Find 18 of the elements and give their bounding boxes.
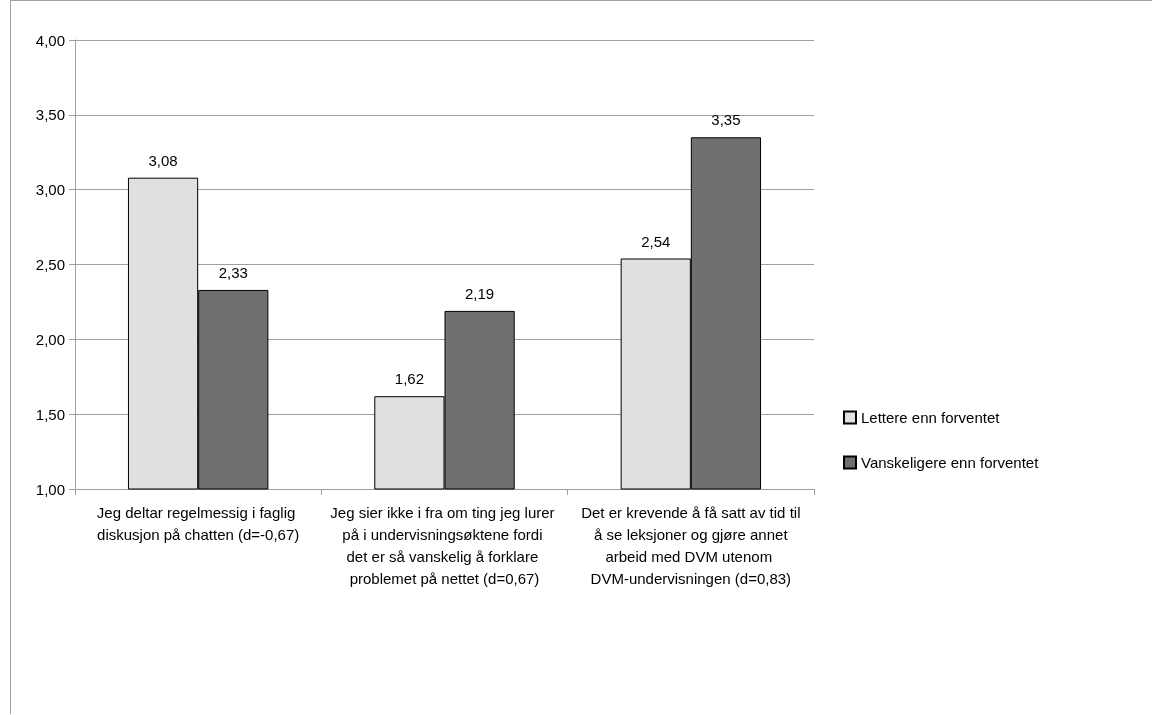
legend-label: Vanskeligere enn forventet <box>861 454 1040 471</box>
x-tick-label: Jeg sier ikke i fra om ting jeg lurer på i undervisningsøktene fordi det er så vanskelig å forklare problemet på nettet (d=0,67) <box>330 503 559 587</box>
data-label: 3,35 <box>711 111 741 129</box>
data-label: 1,62 <box>394 370 424 388</box>
y-tick-label: 3,00 <box>35 181 65 199</box>
y-tick-label: 3,50 <box>35 106 65 124</box>
x-tick-label: Jeg deltar regelmessig i faglig diskusjon på chatten (d=-0,67) <box>96 503 300 543</box>
y-tick-label: 2,50 <box>35 256 65 273</box>
data-label: 2,54 <box>641 232 671 250</box>
y-tick-label: 4,00 <box>35 31 65 49</box>
data-label: 2,33 <box>218 263 248 281</box>
legend-label: Lettere enn forventet <box>861 409 1001 426</box>
y-tick-label: 1,00 <box>35 480 65 498</box>
data-label: 2,19 <box>465 284 495 302</box>
y-tick-label: 1,50 <box>35 405 65 423</box>
x-tick-label: Det er krevende å få satt av tid til å se leksjoner og gjøre annet arbeid med DVM utenom DVM-undervisningen (d=0,83) <box>581 503 801 587</box>
y-tick-label: 2,00 <box>35 330 65 348</box>
data-label: 3,08 <box>148 151 178 169</box>
